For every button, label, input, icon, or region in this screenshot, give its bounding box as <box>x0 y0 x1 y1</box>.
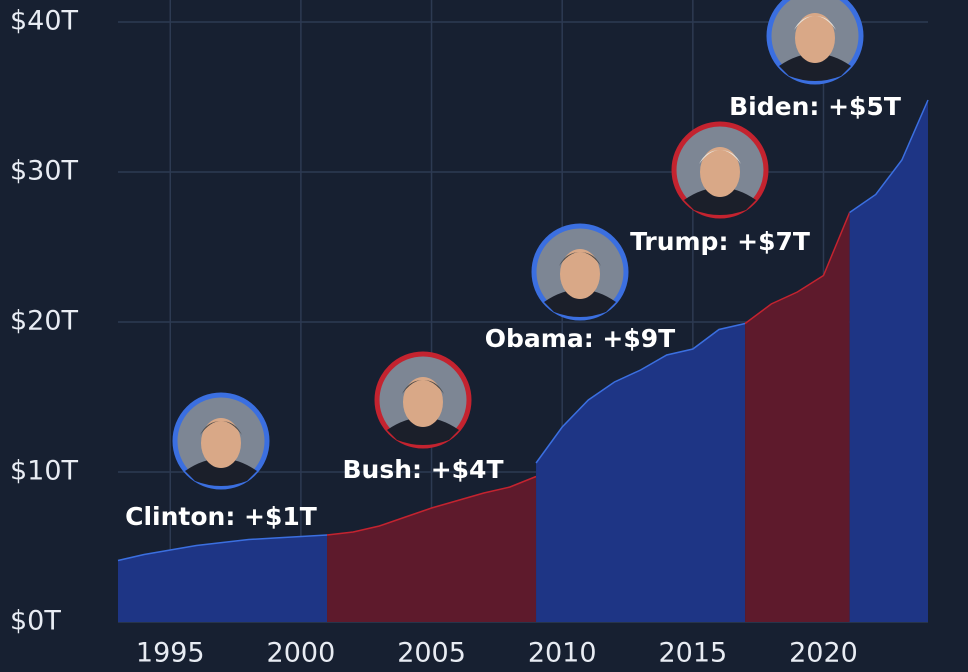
portrait-face <box>201 418 241 468</box>
portrait-hair <box>794 16 836 30</box>
x-tick-label: 2020 <box>789 638 858 669</box>
portrait <box>531 223 629 321</box>
portrait-hair <box>559 252 601 266</box>
portrait-hair <box>402 380 444 394</box>
area-edge <box>117 534 328 562</box>
portrait-hair <box>200 421 242 435</box>
area-edge <box>849 99 929 214</box>
area <box>745 212 850 622</box>
x-tick-label: 2010 <box>528 638 597 669</box>
x-tick-label: 1995 <box>136 638 205 669</box>
president-label: Bush: +$4T <box>342 455 503 484</box>
area-edge <box>326 475 537 536</box>
area <box>849 100 928 622</box>
portrait-face <box>403 377 443 427</box>
y-tick-label: $10T <box>10 456 79 487</box>
x-tick-label: 2000 <box>267 638 336 669</box>
area <box>118 535 328 622</box>
president-label: Biden: +$5T <box>729 92 901 121</box>
y-tick-label: $40T <box>10 6 79 37</box>
president-label: Obama: +$9T <box>485 324 675 353</box>
portrait <box>766 0 864 85</box>
portrait-face <box>700 147 740 197</box>
portrait-suit <box>185 458 257 486</box>
portrait-suit <box>684 187 756 215</box>
y-tick-label: $20T <box>10 306 79 337</box>
y-tick-label: $0T <box>10 606 61 637</box>
y-tick-label: $30T <box>10 156 79 187</box>
portrait-face <box>795 13 835 63</box>
portrait-hair <box>699 150 741 164</box>
portrait <box>172 392 270 490</box>
portrait-suit <box>544 289 616 317</box>
area-edge <box>535 322 746 464</box>
portrait-suit <box>779 53 851 81</box>
portrait <box>374 351 472 449</box>
area <box>327 476 537 622</box>
president-label: Clinton: +$1T <box>125 502 317 531</box>
portrait-suit <box>387 417 459 445</box>
portrait <box>671 121 769 219</box>
x-tick-label: 2005 <box>397 638 466 669</box>
portrait-face <box>560 249 600 299</box>
area-edge <box>744 212 851 325</box>
president-label: Trump: +$7T <box>630 227 810 256</box>
area <box>536 323 746 622</box>
x-tick-label: 2015 <box>658 638 727 669</box>
